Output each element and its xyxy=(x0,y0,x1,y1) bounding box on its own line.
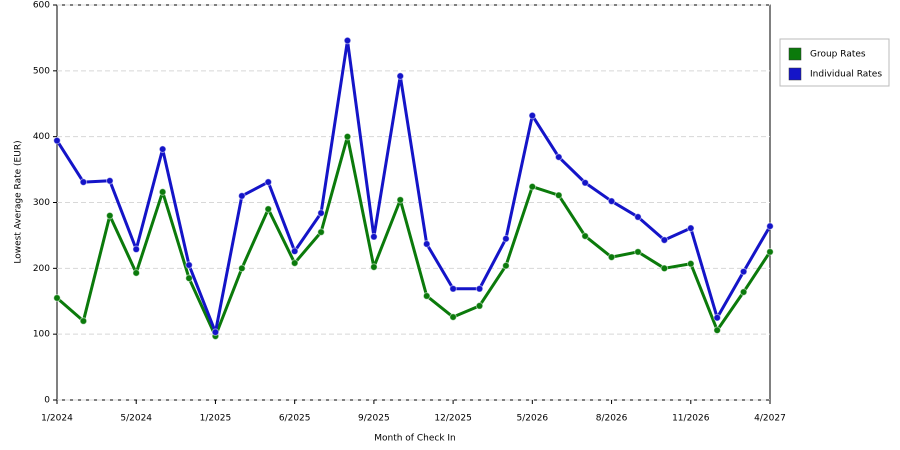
y-tick-label: 0 xyxy=(44,396,50,406)
point xyxy=(634,213,642,221)
point xyxy=(713,326,721,335)
point xyxy=(53,136,61,145)
point xyxy=(185,261,193,269)
point xyxy=(554,153,563,161)
y-tick-label: 500 xyxy=(33,66,50,76)
point xyxy=(79,178,88,186)
point xyxy=(53,294,61,302)
point xyxy=(422,292,431,300)
point xyxy=(211,328,220,336)
point xyxy=(238,192,246,200)
y-axis-label: Lowest Average Rate (EUR) xyxy=(14,140,24,263)
point xyxy=(132,269,141,277)
point xyxy=(528,111,537,120)
point xyxy=(766,248,774,256)
point xyxy=(370,232,378,241)
point xyxy=(317,209,325,217)
point xyxy=(185,274,193,283)
point xyxy=(475,284,484,293)
x-tick-label: 12/2025 xyxy=(434,414,471,424)
x-tick-label: 5/2024 xyxy=(120,414,152,424)
x-tick-label: 1/2024 xyxy=(41,414,73,424)
y-tick-label: 600 xyxy=(33,1,50,11)
point xyxy=(766,222,774,230)
point xyxy=(449,313,457,321)
point xyxy=(660,236,669,244)
point xyxy=(739,288,748,296)
point xyxy=(739,267,748,276)
point xyxy=(713,313,721,322)
point xyxy=(422,240,431,248)
point xyxy=(607,197,616,205)
point xyxy=(475,302,484,310)
x-tick-label: 9/2025 xyxy=(358,414,390,424)
point xyxy=(158,145,167,153)
x-tick-label: 1/2025 xyxy=(200,414,232,424)
point xyxy=(370,263,378,271)
y-tick-label: 400 xyxy=(33,132,50,142)
legend-swatch xyxy=(788,67,802,81)
point xyxy=(343,132,352,141)
point xyxy=(502,261,510,270)
point xyxy=(290,259,299,267)
series-line xyxy=(56,135,772,338)
x-tick-label: 6/2025 xyxy=(279,414,311,424)
point xyxy=(158,188,167,196)
point xyxy=(554,191,563,200)
point xyxy=(264,205,273,213)
point xyxy=(502,234,510,243)
point xyxy=(238,264,246,273)
point xyxy=(528,182,537,191)
y-tick-label: 200 xyxy=(33,264,50,274)
x-tick-label: 8/2026 xyxy=(596,414,628,424)
y-tick-label: 300 xyxy=(33,198,50,208)
legend-label: Group Rates xyxy=(810,50,866,60)
point xyxy=(581,178,589,187)
point xyxy=(106,176,114,185)
point xyxy=(317,228,325,236)
point xyxy=(660,264,669,273)
point xyxy=(686,224,695,232)
series-line xyxy=(55,39,772,334)
point xyxy=(290,247,299,256)
point xyxy=(581,232,589,240)
point xyxy=(132,245,141,254)
point xyxy=(634,248,642,256)
point xyxy=(607,253,616,261)
point xyxy=(79,317,88,325)
x-tick-label: 4/2027 xyxy=(754,414,786,424)
point xyxy=(264,178,273,186)
point xyxy=(686,259,695,268)
x-tick-label: 5/2026 xyxy=(516,414,548,424)
legend-label: Individual Rates xyxy=(810,70,882,80)
y-tick-label: 100 xyxy=(33,330,50,340)
legend-swatch xyxy=(788,47,802,61)
point xyxy=(106,211,114,220)
point xyxy=(396,72,405,80)
x-tick-label: 11/2026 xyxy=(672,414,710,424)
point xyxy=(343,36,352,45)
point xyxy=(396,196,405,204)
point xyxy=(449,284,457,293)
x-axis-label: Month of Check In xyxy=(374,434,456,444)
